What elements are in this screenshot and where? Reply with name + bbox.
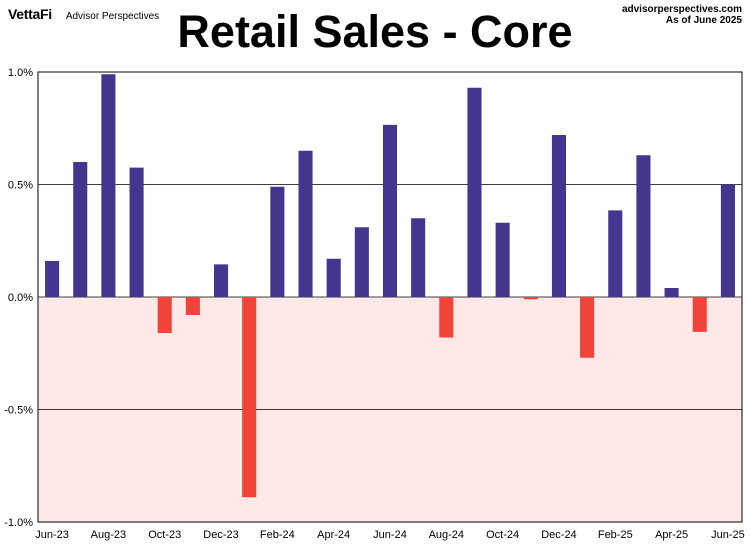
- bar-Jul-23: [73, 162, 88, 297]
- bar-Oct-23: [157, 297, 172, 333]
- bar-Mar-25: [636, 155, 651, 297]
- bar-Dec-24: [551, 135, 566, 297]
- source-block: advisorperspectives.com As of June 2025: [622, 4, 742, 26]
- chart-title: Retail Sales - Core: [177, 6, 573, 57]
- y-axis-ticks: 1.0% 0.5% 0.0% -0.5% -1.0%: [4, 67, 33, 529]
- y-tick-label: 0.5%: [8, 180, 33, 192]
- bar-Oct-24: [495, 222, 510, 297]
- bar-Dec-23: [214, 264, 229, 297]
- bar-Feb-24: [270, 186, 285, 297]
- plot-frame: [37, 71, 743, 523]
- bar-Jul-24: [411, 218, 426, 297]
- x-tick-label: Dec-23: [203, 529, 238, 541]
- bar-Jan-24: [242, 297, 257, 498]
- bar-May-25: [692, 297, 707, 332]
- x-tick-label: Jun-25: [711, 529, 745, 541]
- x-tick-label: Oct-24: [486, 529, 519, 541]
- y-tick-label: -0.5%: [4, 405, 33, 417]
- bar-Sep-23: [129, 167, 144, 297]
- bar-Apr-25: [664, 288, 679, 297]
- x-tick-label: Aug-24: [429, 529, 464, 541]
- x-tick-label: Apr-24: [317, 529, 350, 541]
- y-tick-label: -1.0%: [4, 517, 33, 529]
- bar-Nov-24: [523, 297, 538, 300]
- x-tick-label: Feb-24: [260, 529, 295, 541]
- source-url: advisorperspectives.com: [621, 4, 742, 15]
- y-tick-label: 1.0%: [8, 67, 33, 79]
- bar-Apr-24: [326, 258, 341, 297]
- x-axis-ticks: Jun-23 Aug-23 Oct-23 Dec-23 Feb-24 Apr-24 Jun-…: [35, 529, 744, 541]
- brand-name: Advisor Perspectives: [65, 11, 160, 22]
- x-tick-label: Jun-24: [373, 529, 407, 541]
- x-tick-label: Apr-25: [655, 529, 688, 541]
- as-of-date: As of June 2025: [665, 15, 742, 26]
- bar-Jun-25: [720, 184, 735, 297]
- bar-May-24: [354, 227, 369, 297]
- bar-Feb-25: [608, 210, 623, 297]
- x-tick-label: Jun-23: [35, 529, 69, 541]
- x-tick-label: Aug-23: [91, 529, 126, 541]
- brand-logo: VettaFi: [8, 6, 52, 22]
- x-tick-label: Oct-23: [148, 529, 181, 541]
- bar-Jan-25: [580, 297, 595, 358]
- bar-Sep-24: [467, 87, 482, 297]
- x-tick-label: Feb-25: [598, 529, 633, 541]
- bar-Mar-24: [298, 150, 313, 297]
- bar-Aug-24: [439, 297, 454, 338]
- bars: [45, 74, 735, 498]
- bar-Nov-23: [185, 297, 200, 315]
- bar-Jun-23: [45, 261, 60, 297]
- x-tick-label: Dec-24: [541, 529, 576, 541]
- bar-Aug-23: [101, 74, 116, 297]
- brand: VettaFi Advisor Perspectives: [8, 6, 159, 22]
- bar-Jun-24: [382, 124, 398, 297]
- y-tick-label: 0.0%: [8, 292, 33, 304]
